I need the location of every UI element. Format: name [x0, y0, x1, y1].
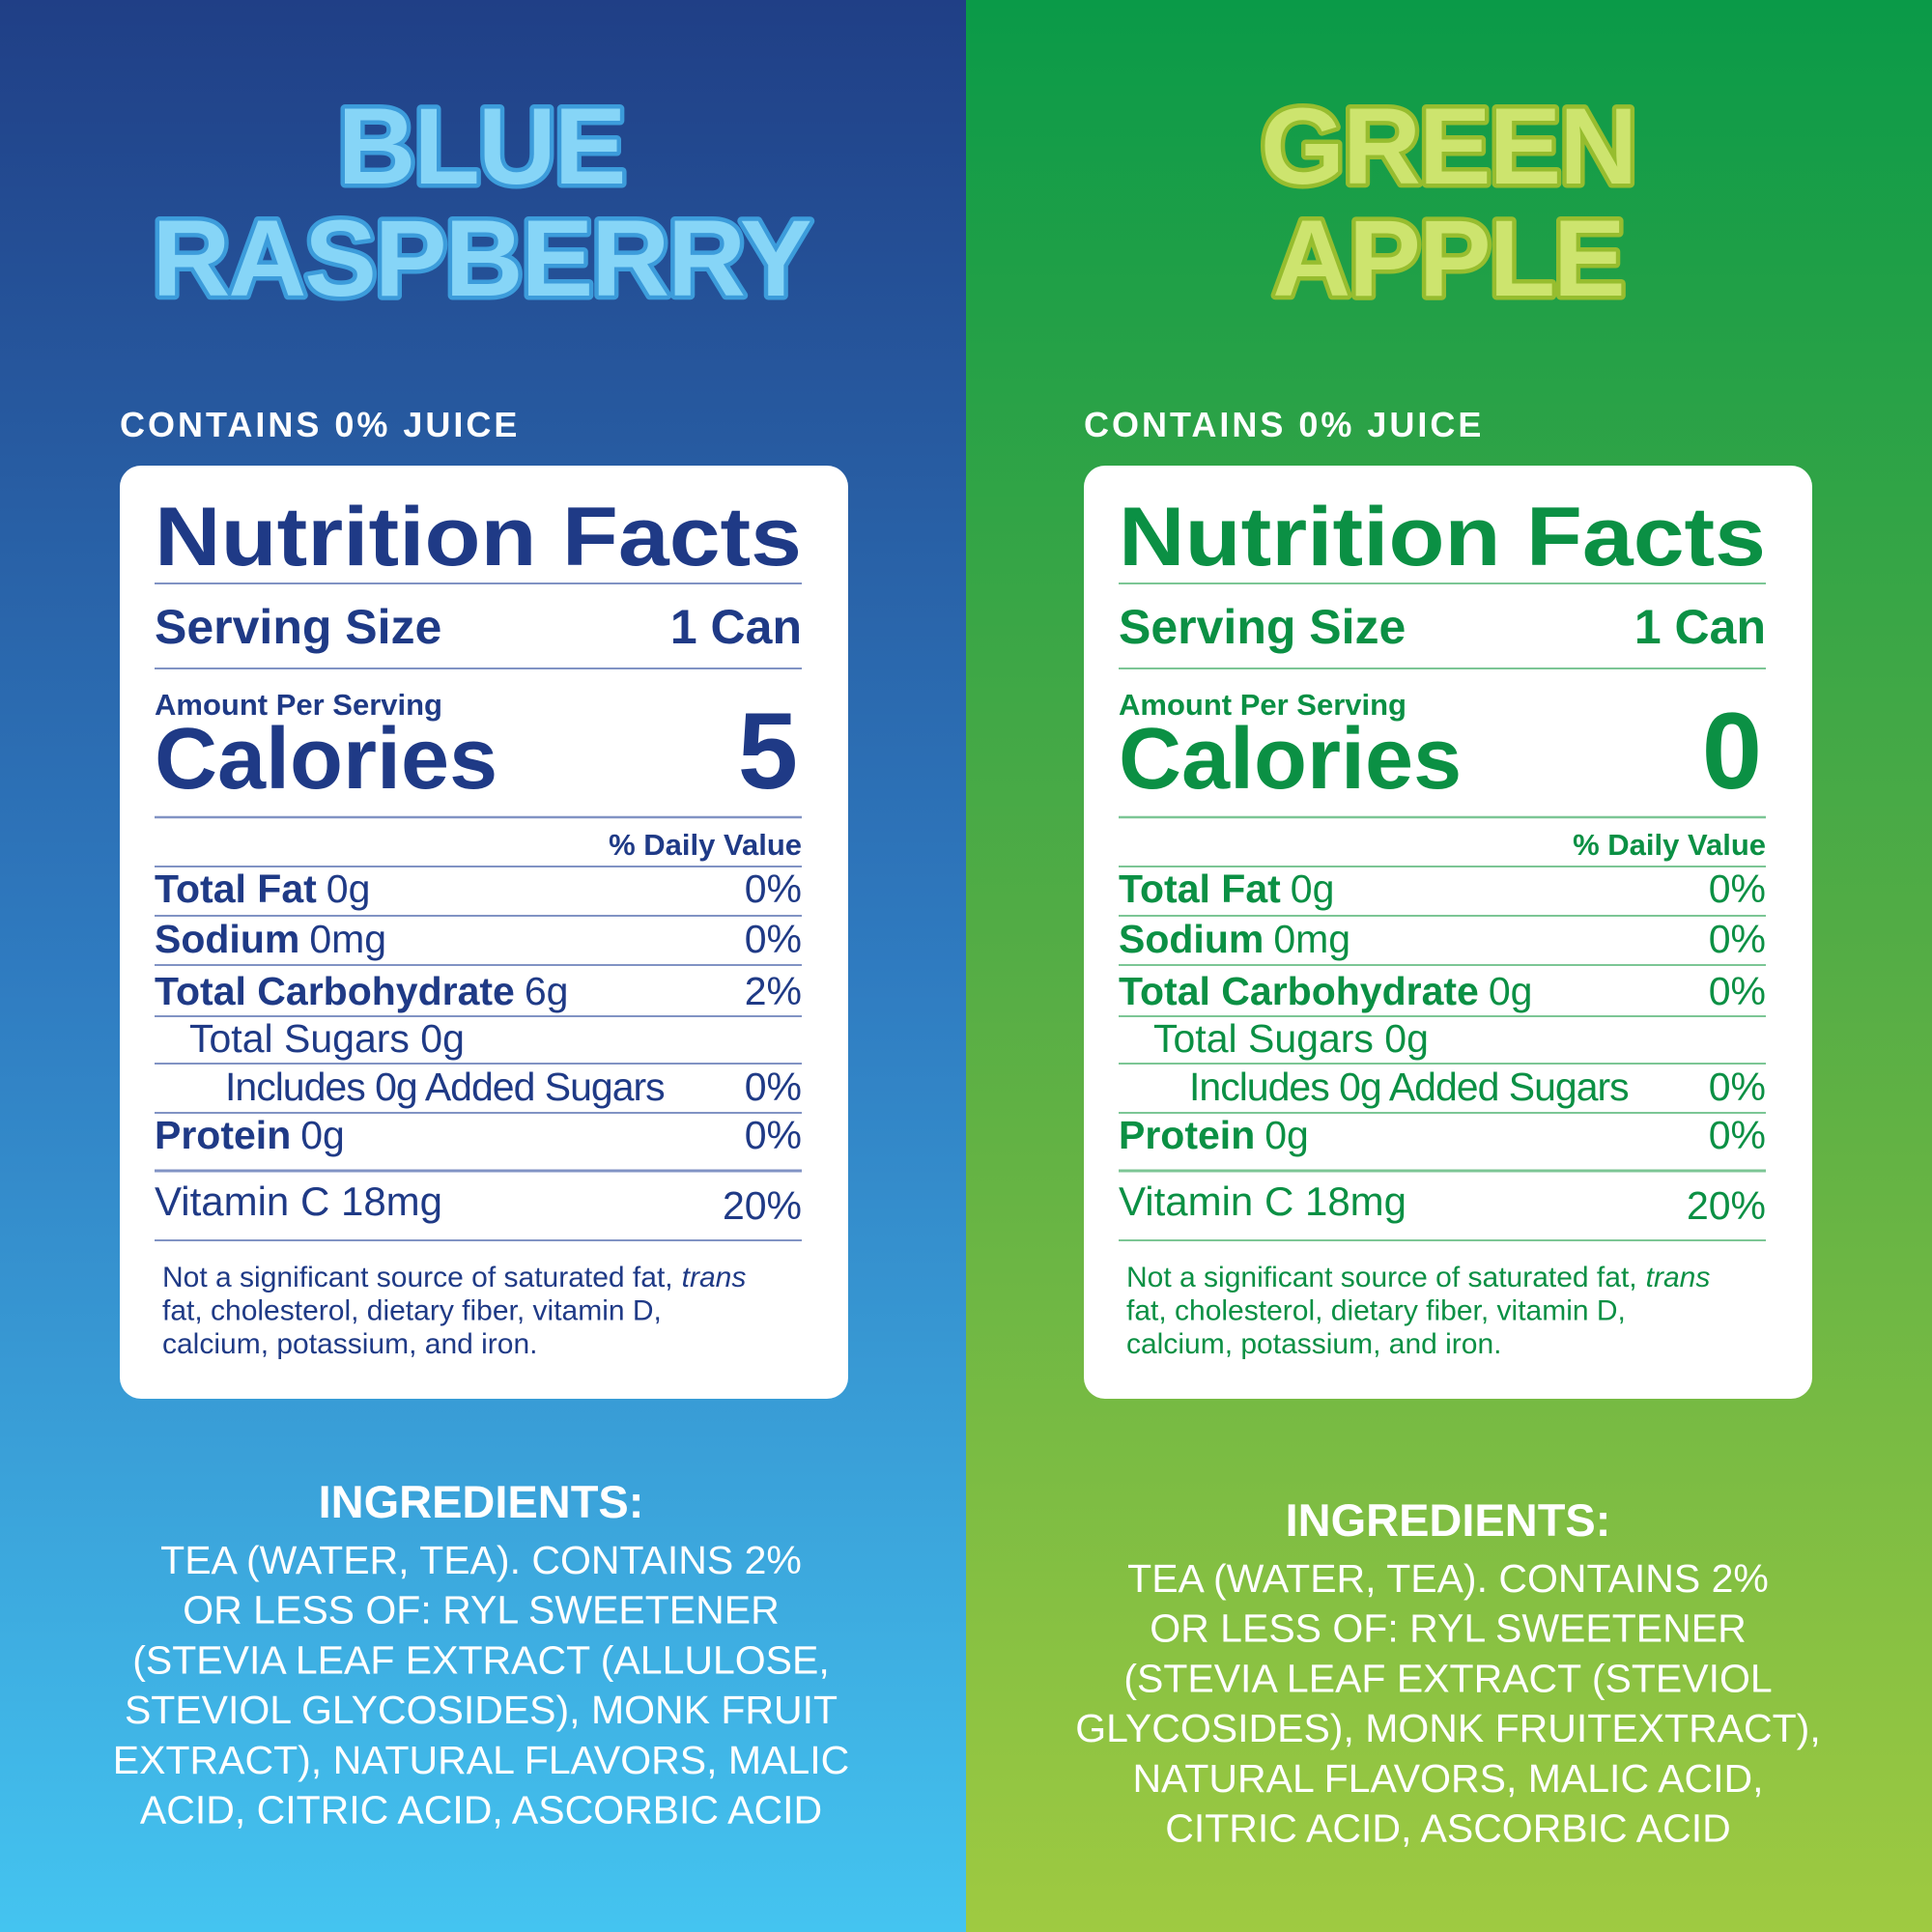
nutrient-row: Total Carbohydrate 0g [1119, 969, 1532, 1013]
serving-label: Serving Size [155, 600, 441, 654]
nutrient-name: Total Sugars 0g [1153, 1016, 1429, 1061]
footnote-text: fat, cholesterol, dietary fiber, vitamin… [1126, 1295, 1626, 1327]
nutrient-row: Total Fat 0g [155, 867, 370, 911]
ingredients-line: STEVIOL GLYCOSIDES), MONK FRUIT [125, 1688, 838, 1732]
footnote: Not a significant source of saturated fa… [1126, 1262, 1710, 1293]
nutrient-amount: 0mg [1273, 917, 1350, 961]
ingredients-line: OR LESS OF: RYL SWEETENER [1150, 1606, 1746, 1651]
ingredients-line: EXTRACT), NATURAL FLAVORS, MALIC [113, 1738, 849, 1782]
footnote: calcium, potassium, and iron. [162, 1328, 538, 1360]
nutrient-name: Total Carbohydrate [155, 969, 515, 1013]
nutrient-dv: 0% [745, 867, 802, 911]
ingredients-line: (STEVIA LEAF EXTRACT (STEVIOL [1123, 1656, 1772, 1700]
amount-per-serving: Amount Per Serving [1119, 688, 1406, 722]
footnote-text: Not a significant source of saturated fa… [162, 1262, 673, 1293]
vitamin-dv: 20% [1687, 1183, 1766, 1228]
facts-heading: Nutrition Facts [1119, 491, 1766, 583]
nutrient-dv: 0% [1709, 969, 1766, 1013]
daily-value-header: % Daily Value [609, 828, 802, 862]
nutrient-name: Total Carbohydrate [1119, 969, 1479, 1013]
ingredients-line: NATURAL FLAVORS, MALIC ACID, [1132, 1756, 1763, 1801]
calories-label: Calories [155, 711, 497, 808]
serving-value: 1 Can [670, 600, 802, 654]
calories-label: Calories [1119, 711, 1462, 808]
footnote-text: fat, cholesterol, dietary fiber, vitamin… [162, 1295, 662, 1327]
footnote-text: Not a significant source of saturated fa… [1126, 1262, 1637, 1293]
nutrient-row: Total Carbohydrate 6g [155, 969, 568, 1013]
flavor-title: BLUE [338, 86, 625, 207]
nutrient-dv: 0% [745, 917, 802, 961]
nutrient-dv: 0% [1709, 917, 1766, 961]
vitamin-label: Vitamin C 18mg [1119, 1179, 1406, 1224]
nutrient-amount: 0g [327, 867, 371, 911]
footnote-italic: trans [682, 1262, 747, 1293]
nutrition-card [1084, 466, 1812, 1399]
nutrient-amount: 0g [1489, 969, 1533, 1013]
nutrient-name: Protein [1119, 1113, 1255, 1157]
ingredients-line: ACID, CITRIC ACID, ASCORBIC ACID [140, 1788, 822, 1833]
amount-per-serving: Amount Per Serving [155, 688, 442, 722]
nutrient-dv: 0% [1709, 1065, 1766, 1109]
nutrient-amount: 0g [300, 1113, 345, 1157]
serving-label: Serving Size [1119, 600, 1406, 654]
nutrient-name: Total Fat [155, 867, 317, 911]
nutrient-row: Protein 0g [155, 1113, 345, 1157]
flavor-title: APPLE [1272, 198, 1623, 319]
nutrient-name: Sodium [1119, 917, 1264, 961]
nutrient-row: Protein 0g [1119, 1113, 1309, 1157]
nutrient-row: Sodium 0mg [1119, 917, 1350, 961]
footnote: fat, cholesterol, dietary fiber, vitamin… [1126, 1295, 1626, 1327]
ingredients-line: TEA (WATER, TEA). CONTAINS 2% [1127, 1556, 1769, 1601]
nutrient-row: Total Fat 0g [1119, 867, 1334, 911]
nutrient-dv: 2% [745, 969, 802, 1013]
nutrient-amount: 0mg [309, 917, 386, 961]
ingredients-title: INGREDIENTS: [319, 1476, 644, 1527]
daily-value-header: % Daily Value [1573, 828, 1766, 862]
flavor-title: GREEN [1261, 86, 1635, 207]
nutrient-row: Includes 0g Added Sugars [225, 1065, 665, 1109]
nutrient-dv: 0% [1709, 1113, 1766, 1157]
juice-note: CONTAINS 0% JUICE [1084, 405, 1484, 444]
footnote: Not a significant source of saturated fa… [162, 1262, 746, 1293]
footnote-text: calcium, potassium, and iron. [1126, 1328, 1502, 1360]
calories-value: 5 [738, 691, 798, 811]
footnote: fat, cholesterol, dietary fiber, vitamin… [162, 1295, 662, 1327]
ingredients-line: OR LESS OF: RYL SWEETENER [183, 1588, 779, 1633]
nutrient-row: Sodium 0mg [155, 917, 386, 961]
nutrient-dv: 0% [745, 1065, 802, 1109]
nutrient-amount: 6g [525, 969, 569, 1013]
calories-value: 0 [1702, 691, 1762, 811]
nutrient-row: Includes 0g Added Sugars [1189, 1065, 1629, 1109]
nutrient-name: Includes 0g Added Sugars [225, 1065, 665, 1109]
footnote-italic: trans [1646, 1262, 1711, 1293]
ingredients-line: CITRIC ACID, ASCORBIC ACID [1165, 1806, 1731, 1851]
nutrient-name: Protein [155, 1113, 291, 1157]
nutrient-dv: 0% [745, 1113, 802, 1157]
nutrient-row: Total Sugars 0g [1153, 1016, 1429, 1061]
nutrient-name: Includes 0g Added Sugars [1189, 1065, 1629, 1109]
nutrient-dv: 0% [1709, 867, 1766, 911]
vitamin-label: Vitamin C 18mg [155, 1179, 442, 1224]
ingredients-line: TEA (WATER, TEA). CONTAINS 2% [160, 1538, 802, 1582]
juice-note: CONTAINS 0% JUICE [120, 405, 520, 444]
nutrition-card [120, 466, 848, 1399]
ingredients-line: GLYCOSIDES), MONK FRUITEXTRACT), [1075, 1706, 1820, 1750]
facts-heading: Nutrition Facts [155, 491, 802, 583]
nutrient-name: Total Fat [1119, 867, 1281, 911]
nutrient-name: Sodium [155, 917, 299, 961]
serving-value: 1 Can [1634, 600, 1766, 654]
nutrient-row: Total Sugars 0g [189, 1016, 465, 1061]
footnote: calcium, potassium, and iron. [1126, 1328, 1502, 1360]
flavor-title: RASPBERRY [152, 198, 810, 319]
nutrient-name: Total Sugars 0g [189, 1016, 465, 1061]
footnote-text: calcium, potassium, and iron. [162, 1328, 538, 1360]
nutrient-amount: 0g [1291, 867, 1335, 911]
vitamin-dv: 20% [723, 1183, 802, 1228]
nutrient-amount: 0g [1264, 1113, 1309, 1157]
ingredients-line: (STEVIA LEAF EXTRACT (ALLULOSE, [132, 1637, 830, 1682]
ingredients-title: INGREDIENTS: [1286, 1494, 1611, 1546]
